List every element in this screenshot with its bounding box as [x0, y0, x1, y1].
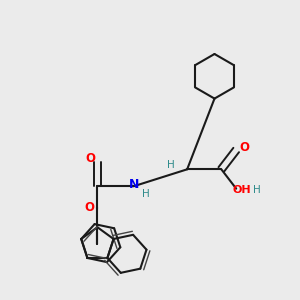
Text: OH: OH — [232, 184, 251, 194]
Text: O: O — [85, 152, 95, 165]
Text: H: H — [167, 160, 175, 170]
Text: N: N — [128, 178, 139, 191]
Text: O: O — [84, 201, 94, 214]
Text: H: H — [253, 184, 260, 194]
Text: O: O — [239, 141, 250, 154]
Text: H: H — [142, 189, 150, 199]
